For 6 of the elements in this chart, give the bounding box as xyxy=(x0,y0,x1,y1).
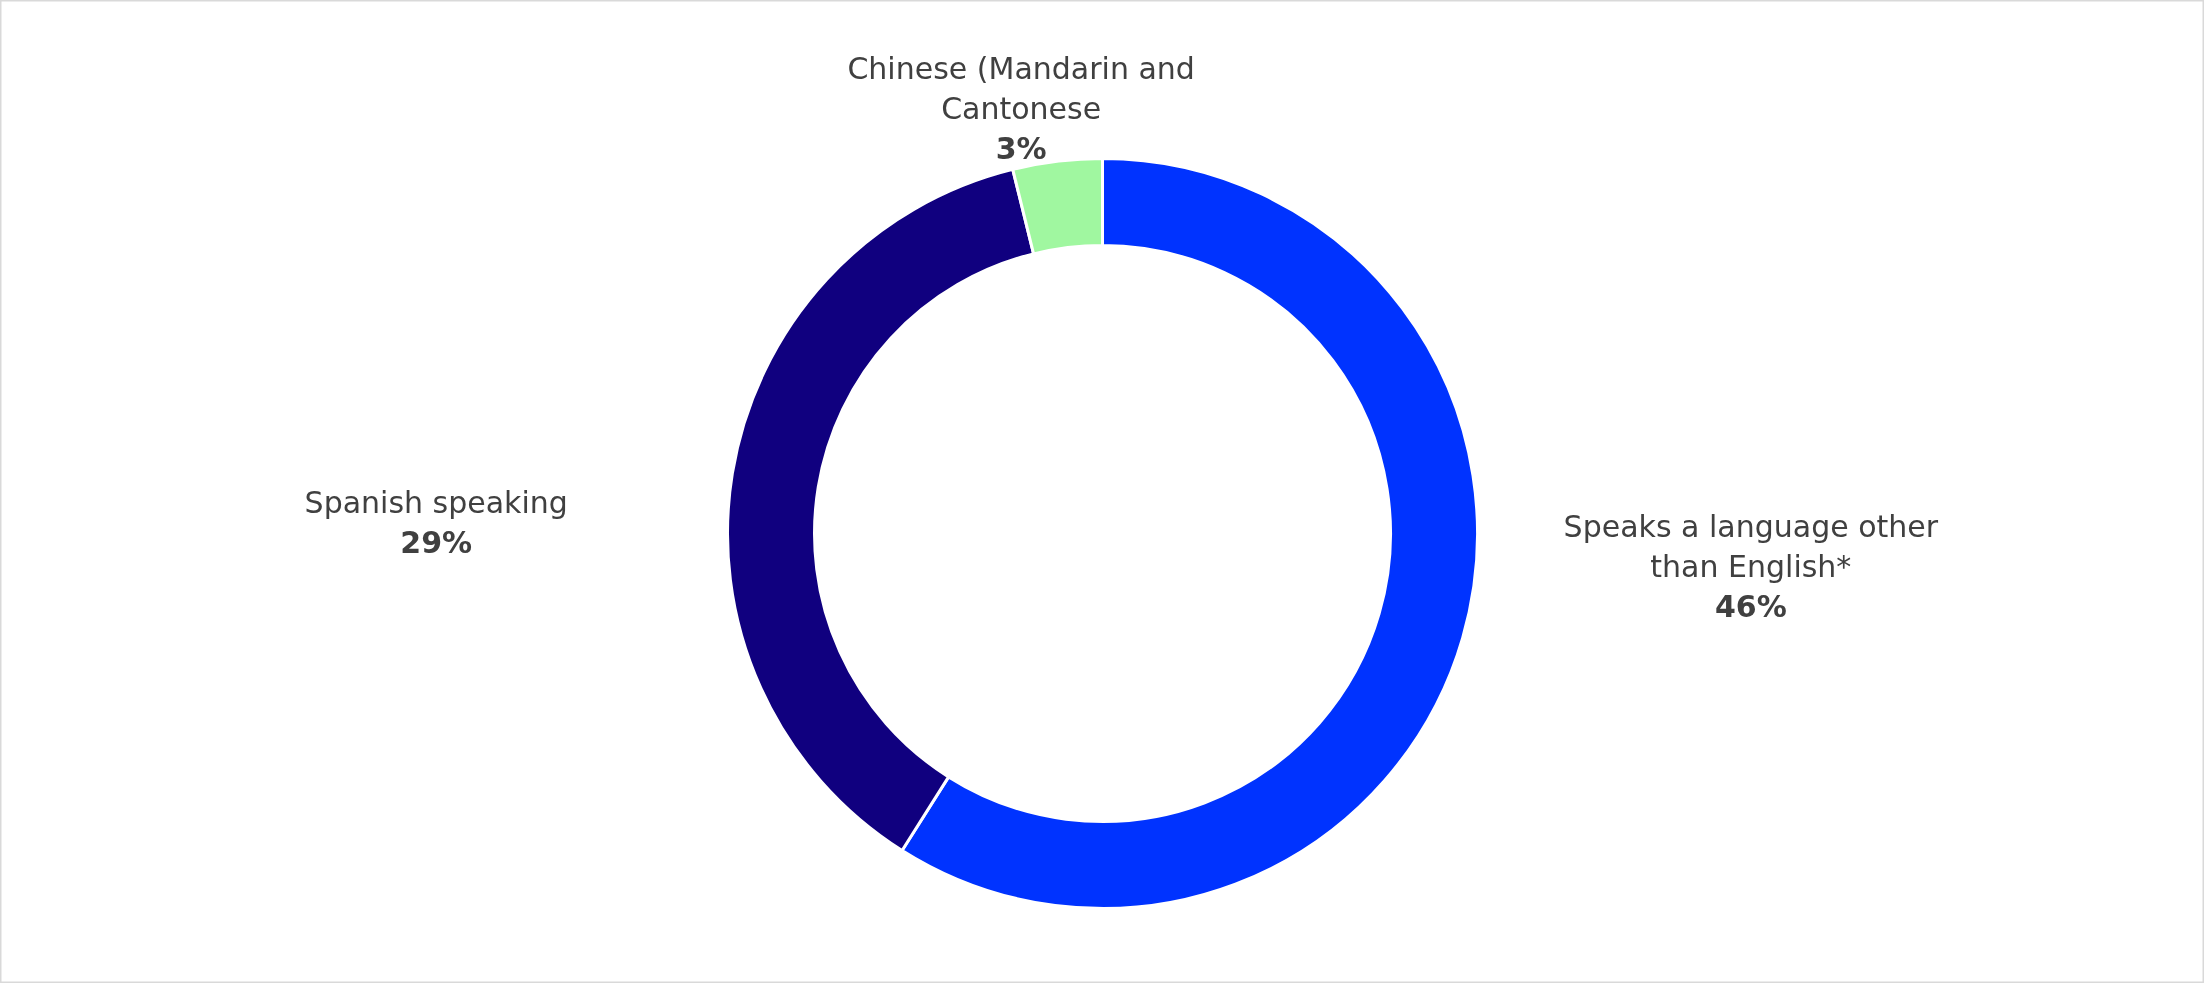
slice-label: Speaks a language other than English* xyxy=(1563,509,1939,585)
slice-label: Spanish speaking xyxy=(304,484,568,520)
data-label: 46% xyxy=(1714,589,1787,625)
data-label: 29% xyxy=(400,524,473,560)
slice-label: Chinese (Mandarin and Cantonese xyxy=(847,51,1195,127)
data-label: 3% xyxy=(995,131,1047,167)
